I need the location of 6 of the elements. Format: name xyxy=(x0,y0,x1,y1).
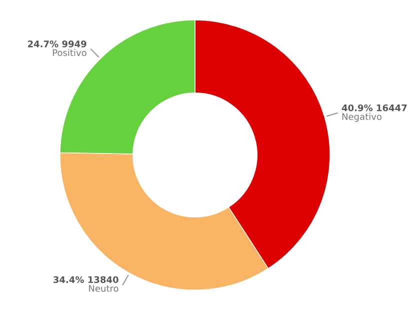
slice-label: Negativo xyxy=(342,113,382,122)
data-label: 40.9% 16447 xyxy=(342,104,407,112)
slice-label: Positivo xyxy=(52,49,86,56)
data-label: 34.4% 13840 xyxy=(54,276,118,284)
slice-label: Neutro xyxy=(89,285,118,292)
data-label: 24.7% 9949 xyxy=(28,40,86,48)
